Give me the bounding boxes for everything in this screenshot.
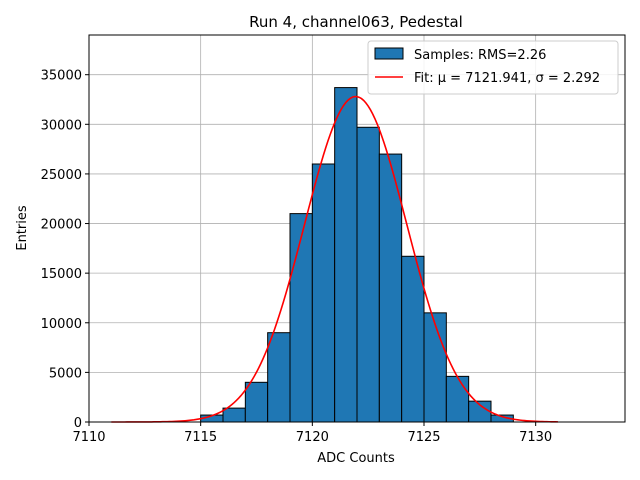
y-tick-label: 15000 — [41, 267, 82, 282]
y-tick-label: 10000 — [41, 317, 82, 332]
histogram-bar — [423, 312, 447, 423]
histogram-bar — [401, 255, 425, 423]
chart-title: Run 4, channel063, Pedestal — [249, 13, 463, 31]
y-tick-label: 25000 — [41, 168, 82, 183]
x-tick-label: 7130 — [519, 430, 552, 445]
x-tick-label: 7120 — [296, 430, 329, 445]
histogram-bar — [244, 381, 269, 423]
x-tick-label: 7110 — [72, 430, 105, 445]
histogram-bar — [445, 375, 470, 423]
histogram-bars — [200, 87, 514, 423]
plot-frame — [88, 34, 626, 423]
x-tick-label: 7125 — [407, 430, 440, 445]
x-tick-label: 7115 — [184, 430, 217, 445]
histogram-bar — [356, 126, 380, 423]
y-axis-ticks: 0 5000 10000 15000 20000 25000 30000 35000 — [41, 69, 89, 431]
histogram-bar — [311, 163, 336, 423]
legend-fit-label: Fit: μ = 7121.941, σ = 2.292 — [414, 71, 600, 86]
y-axis-label: Entries — [15, 205, 30, 251]
histogram-bar — [289, 213, 313, 423]
legend-histogram-label: Samples: RMS=2.26 — [414, 48, 546, 63]
y-tick-label: 35000 — [41, 69, 82, 84]
y-tick-label: 20000 — [41, 218, 82, 233]
histogram-bar — [334, 87, 358, 423]
y-tick-label: 30000 — [41, 118, 82, 133]
legend-box — [367, 40, 619, 95]
legend: Samples: RMS=2.26 Fit: μ = 7121.941, σ =… — [367, 40, 619, 95]
histogram-bar — [267, 332, 291, 423]
histogram-bar — [222, 407, 246, 423]
y-tick-label: 0 — [74, 416, 82, 431]
fit-curve — [111, 95, 559, 423]
legend-histogram-swatch — [374, 47, 404, 60]
x-axis-ticks: 7110 7115 7120 7125 7130 — [72, 422, 552, 445]
y-tick-label: 5000 — [49, 366, 82, 381]
x-axis-label: ADC Counts — [317, 451, 395, 466]
